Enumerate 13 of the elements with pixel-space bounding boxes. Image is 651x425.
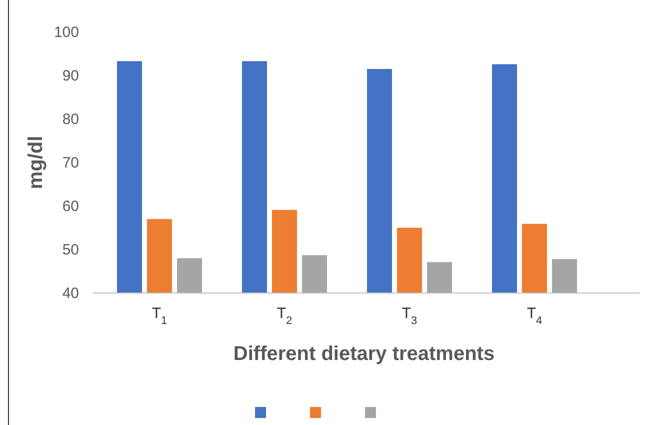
x-tick-label: T$_{1}$ [152, 305, 168, 327]
y-tick-label: 40 [62, 284, 79, 302]
y-tick-label: 90 [62, 67, 79, 84]
x-tick-label: T$_{2}$ [276, 305, 292, 327]
x-tick-label: T$_{4}$ [526, 305, 542, 327]
y-tick-label: 60 [62, 198, 79, 215]
y-tick-label: 100 [54, 24, 79, 41]
y-tick-label: 50 [62, 241, 79, 258]
y-tick-label: 70 [62, 154, 79, 172]
y-tick-label: 80 [62, 110, 79, 128]
x-axis-title: Different dietary treatments [233, 343, 495, 365]
y-axis-title: mg/dl [25, 136, 47, 190]
x-tick-label: T$_{3}$ [402, 305, 418, 327]
